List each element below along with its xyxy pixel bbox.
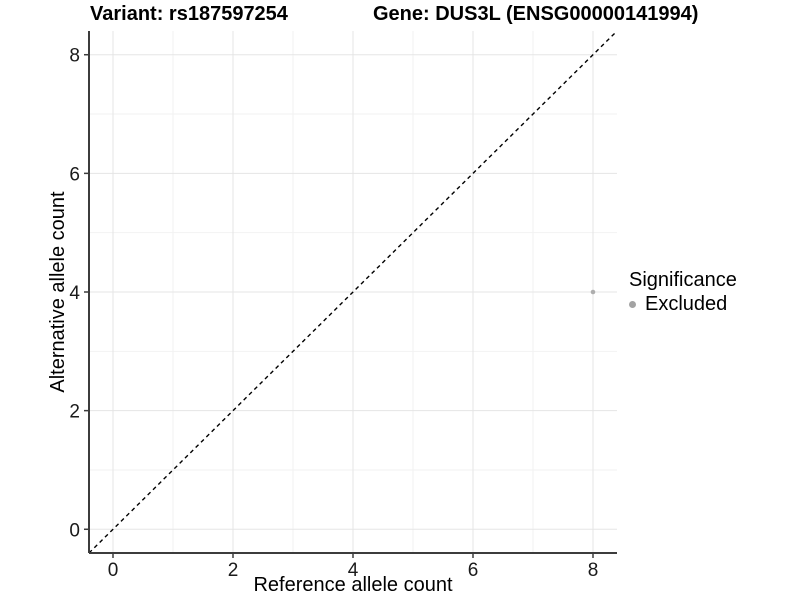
x-tick-label: 4: [348, 560, 359, 581]
x-tick-label: 2: [228, 560, 239, 581]
y-tick-label: 4: [69, 283, 80, 304]
legend-item-excluded: Excluded: [629, 293, 737, 315]
y-tick-label: 2: [69, 402, 80, 423]
identity-dashed-line: [88, 30, 618, 554]
legend-point-icon: [629, 300, 636, 308]
x-tick-label: 8: [588, 560, 599, 581]
x-tick-label: 6: [468, 560, 479, 581]
legend-item-label: Excluded: [645, 293, 728, 315]
y-tick-label: 6: [69, 164, 80, 185]
x-tick-label: 0: [108, 560, 119, 581]
y-axis-title: Alternative allele count: [47, 191, 69, 393]
y-tick-label: 8: [69, 46, 80, 67]
plot-title-variant: Variant: rs187597254: [90, 3, 288, 25]
y-tick-label: 0: [69, 520, 80, 541]
plot-title-gene: Gene: DUS3L (ENSG00000141994): [373, 3, 699, 25]
x-axis-title: Reference allele count: [253, 574, 453, 596]
data-point: [590, 289, 596, 295]
legend-title: Significance: [629, 269, 737, 291]
legend: Significance Excluded: [629, 269, 737, 315]
